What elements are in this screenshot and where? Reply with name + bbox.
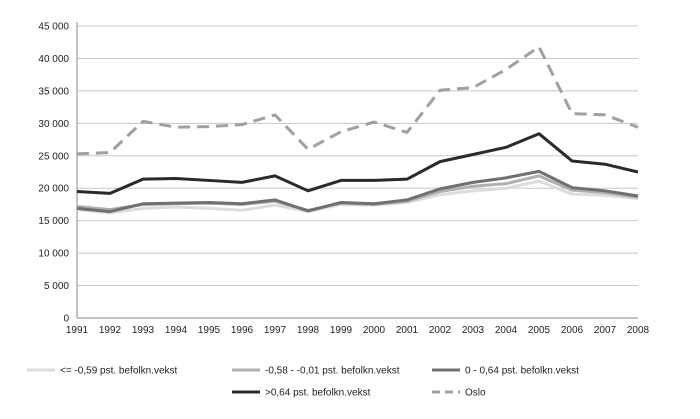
series-line-3 (77, 134, 638, 194)
x-tick-label: 1998 (297, 325, 320, 336)
y-tick-label: 5 000 (44, 281, 69, 292)
y-tick-label: 40 000 (38, 54, 69, 65)
x-tick-label: 2007 (594, 325, 617, 336)
x-tick-label: 2000 (363, 325, 386, 336)
x-tick-label: 1997 (264, 325, 287, 336)
x-tick-label: 2008 (627, 325, 650, 336)
legend-label: >0,64 pst. befolkn.vekst (265, 388, 371, 399)
x-tick-label: 1991 (66, 325, 89, 336)
x-tick-label: 2003 (462, 325, 485, 336)
legend-label: -0,58 - -0,01 pst. befolkn.vekst (265, 366, 400, 377)
legend-label: 0 - 0,64 pst. befolkn.vekst (465, 366, 579, 377)
x-tick-label: 1993 (132, 325, 155, 336)
y-tick-label: 30 000 (38, 119, 69, 130)
x-tick-label: 2004 (495, 325, 518, 336)
y-tick-label: 20 000 (38, 184, 69, 195)
series-line-4 (77, 47, 638, 154)
x-tick-label: 1999 (330, 325, 353, 336)
x-tick-label: 2006 (561, 325, 584, 336)
x-tick-label: 2001 (396, 325, 419, 336)
y-tick-label: 35 000 (38, 86, 69, 97)
y-tick-label: 0 (63, 314, 69, 325)
y-tick-label: 10 000 (38, 249, 69, 260)
y-tick-label: 15 000 (38, 216, 69, 227)
series-line-0 (77, 181, 638, 213)
y-tick-label: 45 000 (38, 22, 69, 33)
x-tick-label: 1995 (198, 325, 221, 336)
x-tick-label: 1992 (99, 325, 122, 336)
x-tick-label: 1996 (231, 325, 254, 336)
legend-label: <= -0,59 pst. befolkn.vekst (60, 366, 178, 377)
legend-label: Oslo (465, 388, 486, 399)
y-tick-label: 25 000 (38, 151, 69, 162)
x-tick-label: 2005 (528, 325, 551, 336)
x-tick-label: 2002 (429, 325, 452, 336)
x-tick-label: 1994 (165, 325, 188, 336)
